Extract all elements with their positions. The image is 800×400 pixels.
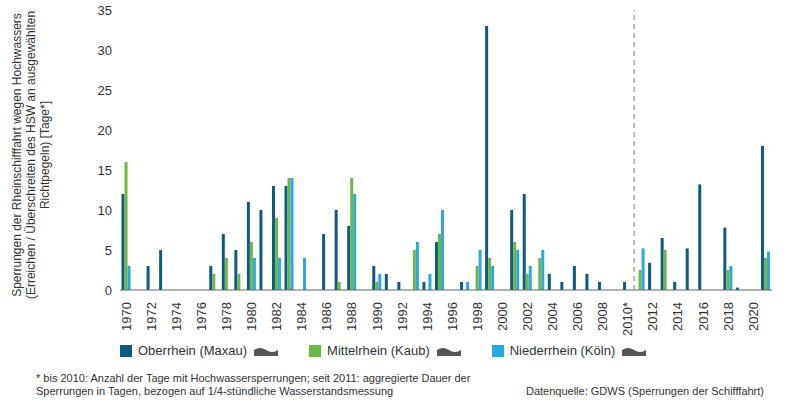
svg-text:1970: 1970: [119, 302, 134, 331]
html-text:Datenquelle: GDWS (Sperrungen: Datenquelle: GDWS (Sperrungen der Schiff…: [526, 385, 764, 397]
svg-text:2002: 2002: [520, 302, 535, 331]
html-text:Mittelrhein (Kaub): Mittelrhein (Kaub): [327, 343, 430, 358]
svg-text:0: 0: [105, 283, 112, 298]
svg-text:15: 15: [98, 163, 112, 178]
svg-text:2018: 2018: [721, 302, 736, 331]
svg-text:10: 10: [98, 203, 112, 218]
svg-text:1980: 1980: [244, 302, 259, 331]
svg-text:2020: 2020: [746, 302, 761, 331]
svg-text:2016: 2016: [696, 302, 711, 331]
svg-text:1986: 1986: [319, 302, 334, 331]
svg-text:1972: 1972: [144, 302, 159, 331]
svg-text:2000: 2000: [495, 302, 510, 331]
svg-text:1996: 1996: [445, 302, 460, 331]
svg-text:2008: 2008: [595, 302, 610, 331]
svg-text:1982: 1982: [269, 302, 284, 331]
svg-text:2012: 2012: [645, 302, 660, 331]
svg-text:20: 20: [98, 123, 112, 138]
svg-text:2004: 2004: [545, 302, 560, 331]
html-text:Niederrhein (Köln): Niederrhein (Köln): [509, 343, 616, 358]
svg-text:1994: 1994: [420, 302, 435, 331]
svg-text:1990: 1990: [370, 302, 385, 331]
svg-text:1984: 1984: [294, 302, 309, 331]
svg-text:2006: 2006: [570, 302, 585, 331]
svg-text:2010*: 2010*: [620, 302, 635, 336]
svg-text:25: 25: [98, 83, 112, 98]
html-text:* bis 2010: Anzahl der Tage mi: * bis 2010: Anzahl der Tage mit Hochwass…: [36, 372, 471, 397]
svg-text:1998: 1998: [470, 302, 485, 331]
svg-text:30: 30: [98, 43, 112, 58]
svg-text:35: 35: [98, 3, 112, 18]
svg-text:1988: 1988: [344, 302, 359, 331]
svg-text:1978: 1978: [219, 302, 234, 331]
svg-text:5: 5: [105, 243, 112, 258]
html-text:Sperrungen der Rheinschifffahr: Sperrungen der Rheinschifffahrt wegen Ho…: [10, 10, 52, 300]
svg-text:1974: 1974: [169, 302, 184, 331]
svg-text:1992: 1992: [395, 302, 410, 331]
html-text:Oberrhein (Maxau): Oberrhein (Maxau): [138, 343, 248, 358]
svg-text:2014: 2014: [670, 302, 685, 331]
svg-text:1976: 1976: [194, 302, 209, 331]
